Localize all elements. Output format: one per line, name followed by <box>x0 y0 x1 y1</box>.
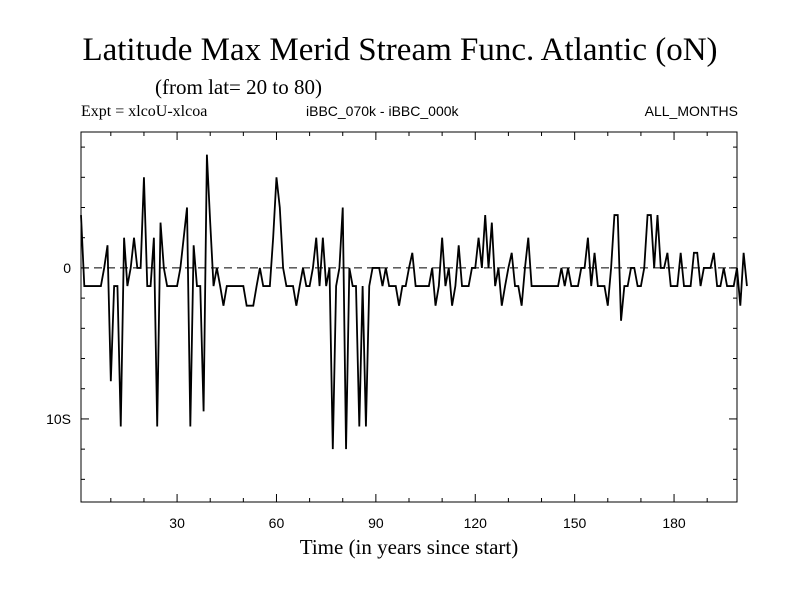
series-line <box>80 154 748 450</box>
chart-subtitle: (from lat= 20 to 80) <box>155 75 322 99</box>
difference-label: iBBC_070k - iBBC_000k <box>306 103 459 119</box>
period-label: ALL_MONTHS <box>644 103 738 119</box>
x-axis-ticks: 30 60 90 120 150 180 <box>110 132 708 531</box>
chart-title: Latitude Max Merid Stream Func. Atlantic… <box>82 32 718 68</box>
x-tick-label: 90 <box>368 515 384 531</box>
x-tick-label: 120 <box>464 515 488 531</box>
x-tick-label: 180 <box>662 515 686 531</box>
experiment-label: Expt = xlcoU-xlcoa <box>81 103 208 120</box>
y-tick-label: 10S <box>46 411 71 427</box>
x-tick-label: 150 <box>563 515 587 531</box>
y-axis-ticks: 0 10S <box>46 146 737 480</box>
x-tick-label: 60 <box>269 515 285 531</box>
x-tick-label: 30 <box>169 515 185 531</box>
x-axis-label: Time (in years since start) <box>300 535 519 559</box>
plot-frame <box>80 131 738 503</box>
y-tick-label: 0 <box>63 260 71 276</box>
